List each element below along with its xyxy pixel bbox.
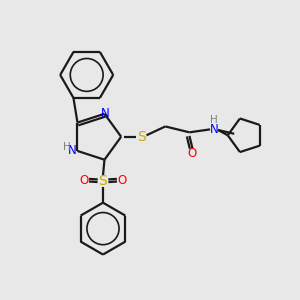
Text: O: O — [118, 174, 127, 187]
Text: N: N — [210, 123, 219, 136]
Text: S: S — [137, 130, 146, 144]
Text: O: O — [79, 174, 88, 187]
Text: N: N — [101, 107, 110, 120]
Text: H: H — [210, 115, 218, 125]
Text: S: S — [99, 174, 107, 188]
Text: N: N — [68, 144, 76, 157]
Text: H: H — [63, 142, 70, 152]
Text: O: O — [188, 147, 197, 160]
